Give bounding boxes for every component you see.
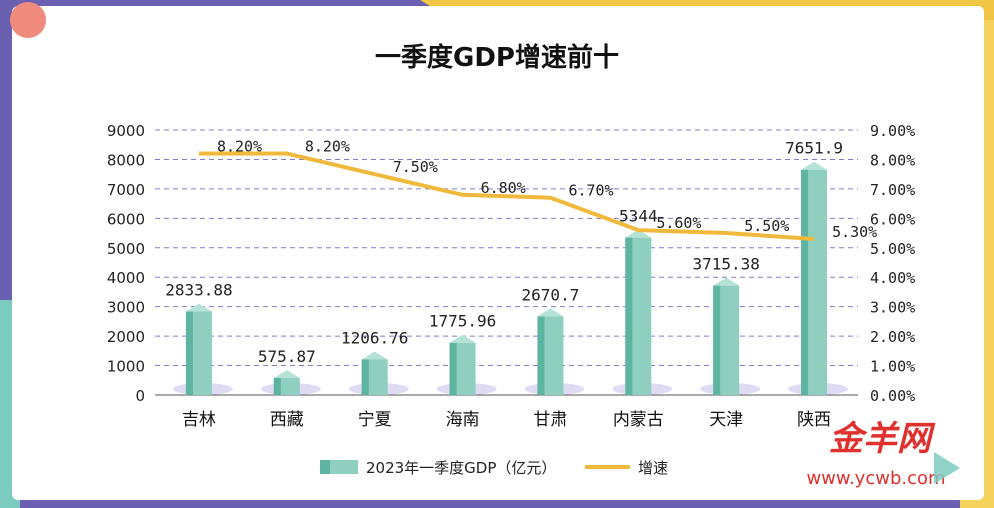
x-tick-label: 天津 <box>709 410 743 430</box>
bar-cap <box>361 351 388 360</box>
legend-line-label: 增速 <box>638 459 668 477</box>
bar-edge <box>273 378 281 395</box>
y-tick-label-left: 3000 <box>107 299 145 317</box>
x-tick-label: 海南 <box>446 410 480 430</box>
line-value-label: 8.20% <box>305 138 350 156</box>
bar-cap <box>273 370 300 379</box>
y-tick-label-right: 0.00% <box>870 387 915 405</box>
growth-line <box>198 151 815 241</box>
chart-title: 一季度GDP增速前十 <box>375 42 619 73</box>
bar-value-label: 5344 <box>619 207 658 226</box>
bar-value-label: 2670.7 <box>522 285 580 304</box>
y-tick-label-left: 0 <box>135 387 145 405</box>
y-tick-label-left: 4000 <box>107 269 145 287</box>
bar-edge <box>625 237 633 395</box>
y-tick-label-right: 6.00% <box>870 210 915 228</box>
y-tick-label-right: 8.00% <box>870 151 915 169</box>
line-value-label: 8.20% <box>217 138 262 156</box>
bar-edge <box>185 311 193 395</box>
bar-edge <box>801 169 809 395</box>
bar-cap <box>537 308 564 317</box>
x-tick-label: 西藏 <box>270 410 304 430</box>
y-tick-label-left: 6000 <box>107 210 145 228</box>
watermark-url: www.ycwb.com <box>806 468 945 489</box>
bar-edge <box>361 359 369 395</box>
bar-series: 2833.88 575.87 1206.76 1775.96 2670.7 5344 371… <box>165 139 849 395</box>
y-tick-label-right: 5.00% <box>870 240 915 258</box>
line-value-label: 5.30% <box>832 223 877 241</box>
line-value-label: 5.60% <box>656 214 701 232</box>
watermark-brand: 金羊网 <box>829 419 936 459</box>
bar-cap <box>185 303 212 312</box>
line-value-label: 7.50% <box>393 158 438 176</box>
y-tick-label-right: 1.00% <box>870 358 915 376</box>
y-axis-left: 0 1000 2000 3000 4000 5000 6000 7000 8000 9000 <box>107 122 145 405</box>
watermark: 金羊网 www.ycwb.com <box>806 419 960 489</box>
legend-bar-label: 2023年一季度GDP（亿元） <box>366 459 556 477</box>
y-tick-label-left: 9000 <box>107 122 145 140</box>
bar-edge <box>713 285 721 395</box>
y-tick-label-left: 1000 <box>107 358 145 376</box>
bar-value-label: 2833.88 <box>165 281 232 300</box>
bar-edge <box>537 316 545 395</box>
x-tick-label: 宁夏 <box>358 410 392 430</box>
bar-value-label: 7651.9 <box>785 139 843 158</box>
bar-cap <box>713 277 740 286</box>
line-series: 8.20% 8.20% 7.50% 6.80% 6.70% 5.60% 5.50% 5.30% <box>198 138 877 241</box>
play-icon <box>934 452 960 484</box>
bar-value-label: 575.87 <box>258 347 316 366</box>
y-tick-label-left: 8000 <box>107 151 145 169</box>
bar-edge <box>449 342 457 395</box>
bar-cap <box>801 161 828 170</box>
x-tick-label: 陕西 <box>797 410 831 430</box>
x-tick-label: 吉林 <box>182 410 216 430</box>
y-tick-label-right: 7.00% <box>870 181 915 199</box>
line-value-label: 6.70% <box>568 182 613 200</box>
y-tick-label-left: 5000 <box>107 240 145 258</box>
x-axis: 吉林 西藏 宁夏 海南 甘肃 内蒙古 天津 陕西 <box>182 410 831 430</box>
y-tick-label-left: 2000 <box>107 328 145 346</box>
grid <box>155 129 858 396</box>
bar-value-label: 3715.38 <box>692 255 759 274</box>
y-tick-label-right: 3.00% <box>870 299 915 317</box>
legend: 2023年一季度GDP（亿元） 增速 <box>320 459 668 477</box>
x-tick-label: 甘肃 <box>533 410 567 430</box>
bar-value-label: 1206.76 <box>341 328 408 347</box>
line-value-label: 6.80% <box>481 179 526 197</box>
y-tick-label-right: 2.00% <box>870 328 915 346</box>
y-axis-right: 0.00% 1.00% 2.00% 3.00% 4.00% 5.00% 6.00% 7.00%… <box>870 122 915 405</box>
x-tick-label: 内蒙古 <box>613 410 664 430</box>
bar-cap <box>625 229 652 238</box>
y-tick-label-right: 9.00% <box>870 122 915 140</box>
y-tick-label-right: 4.00% <box>870 269 915 287</box>
pink-dot <box>10 2 46 38</box>
bar-value-label: 1775.96 <box>429 312 496 331</box>
line-value-label: 5.50% <box>744 217 789 235</box>
y-tick-label-left: 7000 <box>107 181 145 199</box>
bar-cap <box>449 334 476 343</box>
